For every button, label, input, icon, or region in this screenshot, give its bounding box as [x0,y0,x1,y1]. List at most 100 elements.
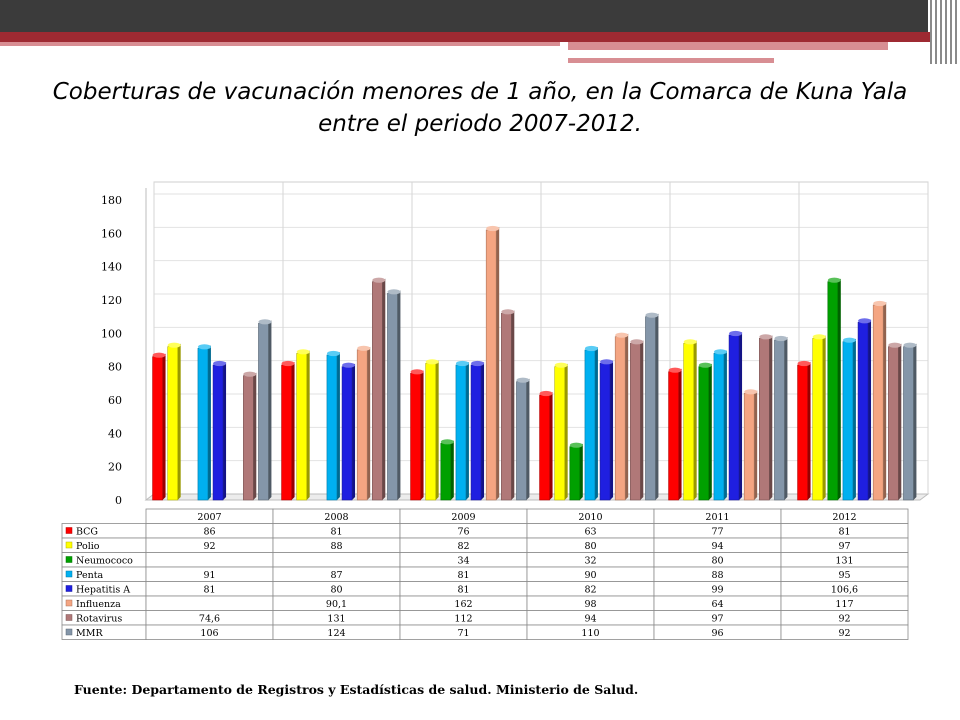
bar-side [883,302,887,500]
bar-side [496,227,500,500]
bar-neumococo [698,366,710,501]
source-note: Fuente: Departamento de Registros y Esta… [74,682,639,697]
bar-top [842,337,856,343]
bar-bcg [668,371,679,501]
bar-neumococo [569,446,581,501]
legend-swatch [65,628,73,636]
header-white-line [568,50,888,52]
data-label: 76 [457,527,469,538]
bar-top [387,289,401,295]
bar-top [539,390,553,397]
data-label: 88 [711,570,723,581]
bar-side [526,378,530,500]
legend-swatch [65,527,73,534]
data-label: 80 [711,556,723,567]
data-label: 110 [581,628,599,639]
bar-top [281,360,295,367]
bar-side [162,353,166,500]
data-label: 81 [838,527,850,538]
bar-bcg [281,364,292,501]
legend-cell [61,537,147,553]
bar-side [898,343,902,500]
bar-top [486,225,500,232]
bar-penta [326,354,338,501]
legend-label: MMR [76,628,103,639]
data-label: 162 [454,599,472,610]
x-category-label: 2009 [451,512,475,523]
data-label: 92 [838,614,850,625]
data-label: 81 [330,527,342,538]
data-label: 96 [711,628,723,639]
bar-rotavirus [243,375,254,501]
bar-mmr [774,339,785,501]
data-label: 97 [838,541,850,552]
bar-bcg [797,364,808,501]
bar-polio [683,343,694,501]
bar-side [564,363,568,500]
header-red-band [0,32,930,42]
bar-top [698,362,712,368]
data-label: 92 [203,541,215,552]
data-label: 80 [330,585,342,596]
table-cell [780,624,909,640]
x-category-label: 2007 [197,512,221,523]
legend-swatch [65,570,73,578]
bar-top [213,360,227,367]
data-label: 87 [330,570,342,581]
bar-influenza [485,229,497,501]
bar-top [167,342,181,348]
data-label: 98 [584,599,596,610]
bar-hepatitis-a [728,334,740,501]
x-category-label: 2010 [578,512,602,523]
data-label: 92 [838,628,850,639]
bar-polio [425,363,436,501]
bar-side [481,362,485,500]
header-pink-block [568,42,888,52]
data-label: 71 [457,628,469,639]
bar-rotavirus [630,343,641,501]
bar-penta [584,349,596,501]
bar-side [708,363,712,500]
data-label: 81 [457,570,469,581]
y-tick-label: 40 [108,427,122,440]
bar-influenza [614,336,626,501]
y-tick-label: 0 [115,494,122,507]
bar-mmr [516,381,527,501]
data-label: 97 [711,614,723,625]
bar-polio [554,366,565,501]
bar-top [554,362,568,368]
bar-top [296,349,310,355]
bar-top [858,318,872,324]
bar-polio [167,346,178,501]
table-cell [272,552,401,568]
data-label: 94 [584,614,596,625]
bar-hepatitis-a [599,363,611,501]
x-category-label: 2008 [324,512,348,523]
bar-side [291,362,295,500]
bar-top [516,377,530,383]
bar-influenza [356,349,368,501]
bar-side [913,343,917,500]
bar-penta [455,364,467,501]
bar-top [668,367,682,373]
x-category-label: 2012 [832,512,856,523]
bar-hepatitis-a [470,364,482,501]
bar-side [465,362,469,500]
data-label: 112 [454,614,472,625]
bar-side [352,363,356,500]
y-tick-label: 80 [108,361,122,374]
bar-hepatitis-a [212,364,224,501]
bar-top [471,360,485,367]
legend-label: Neumococo [76,556,133,567]
bar-top [812,334,826,340]
y-tick-label: 160 [101,227,122,240]
bar-top [615,332,629,338]
bar-penta [197,348,209,501]
bar-side [420,370,424,500]
bar-neumococo [440,443,452,501]
legend-label: Rotavirus [76,614,122,625]
data-label: 88 [330,541,342,552]
data-label: 99 [711,585,723,596]
bar-side [594,347,598,500]
